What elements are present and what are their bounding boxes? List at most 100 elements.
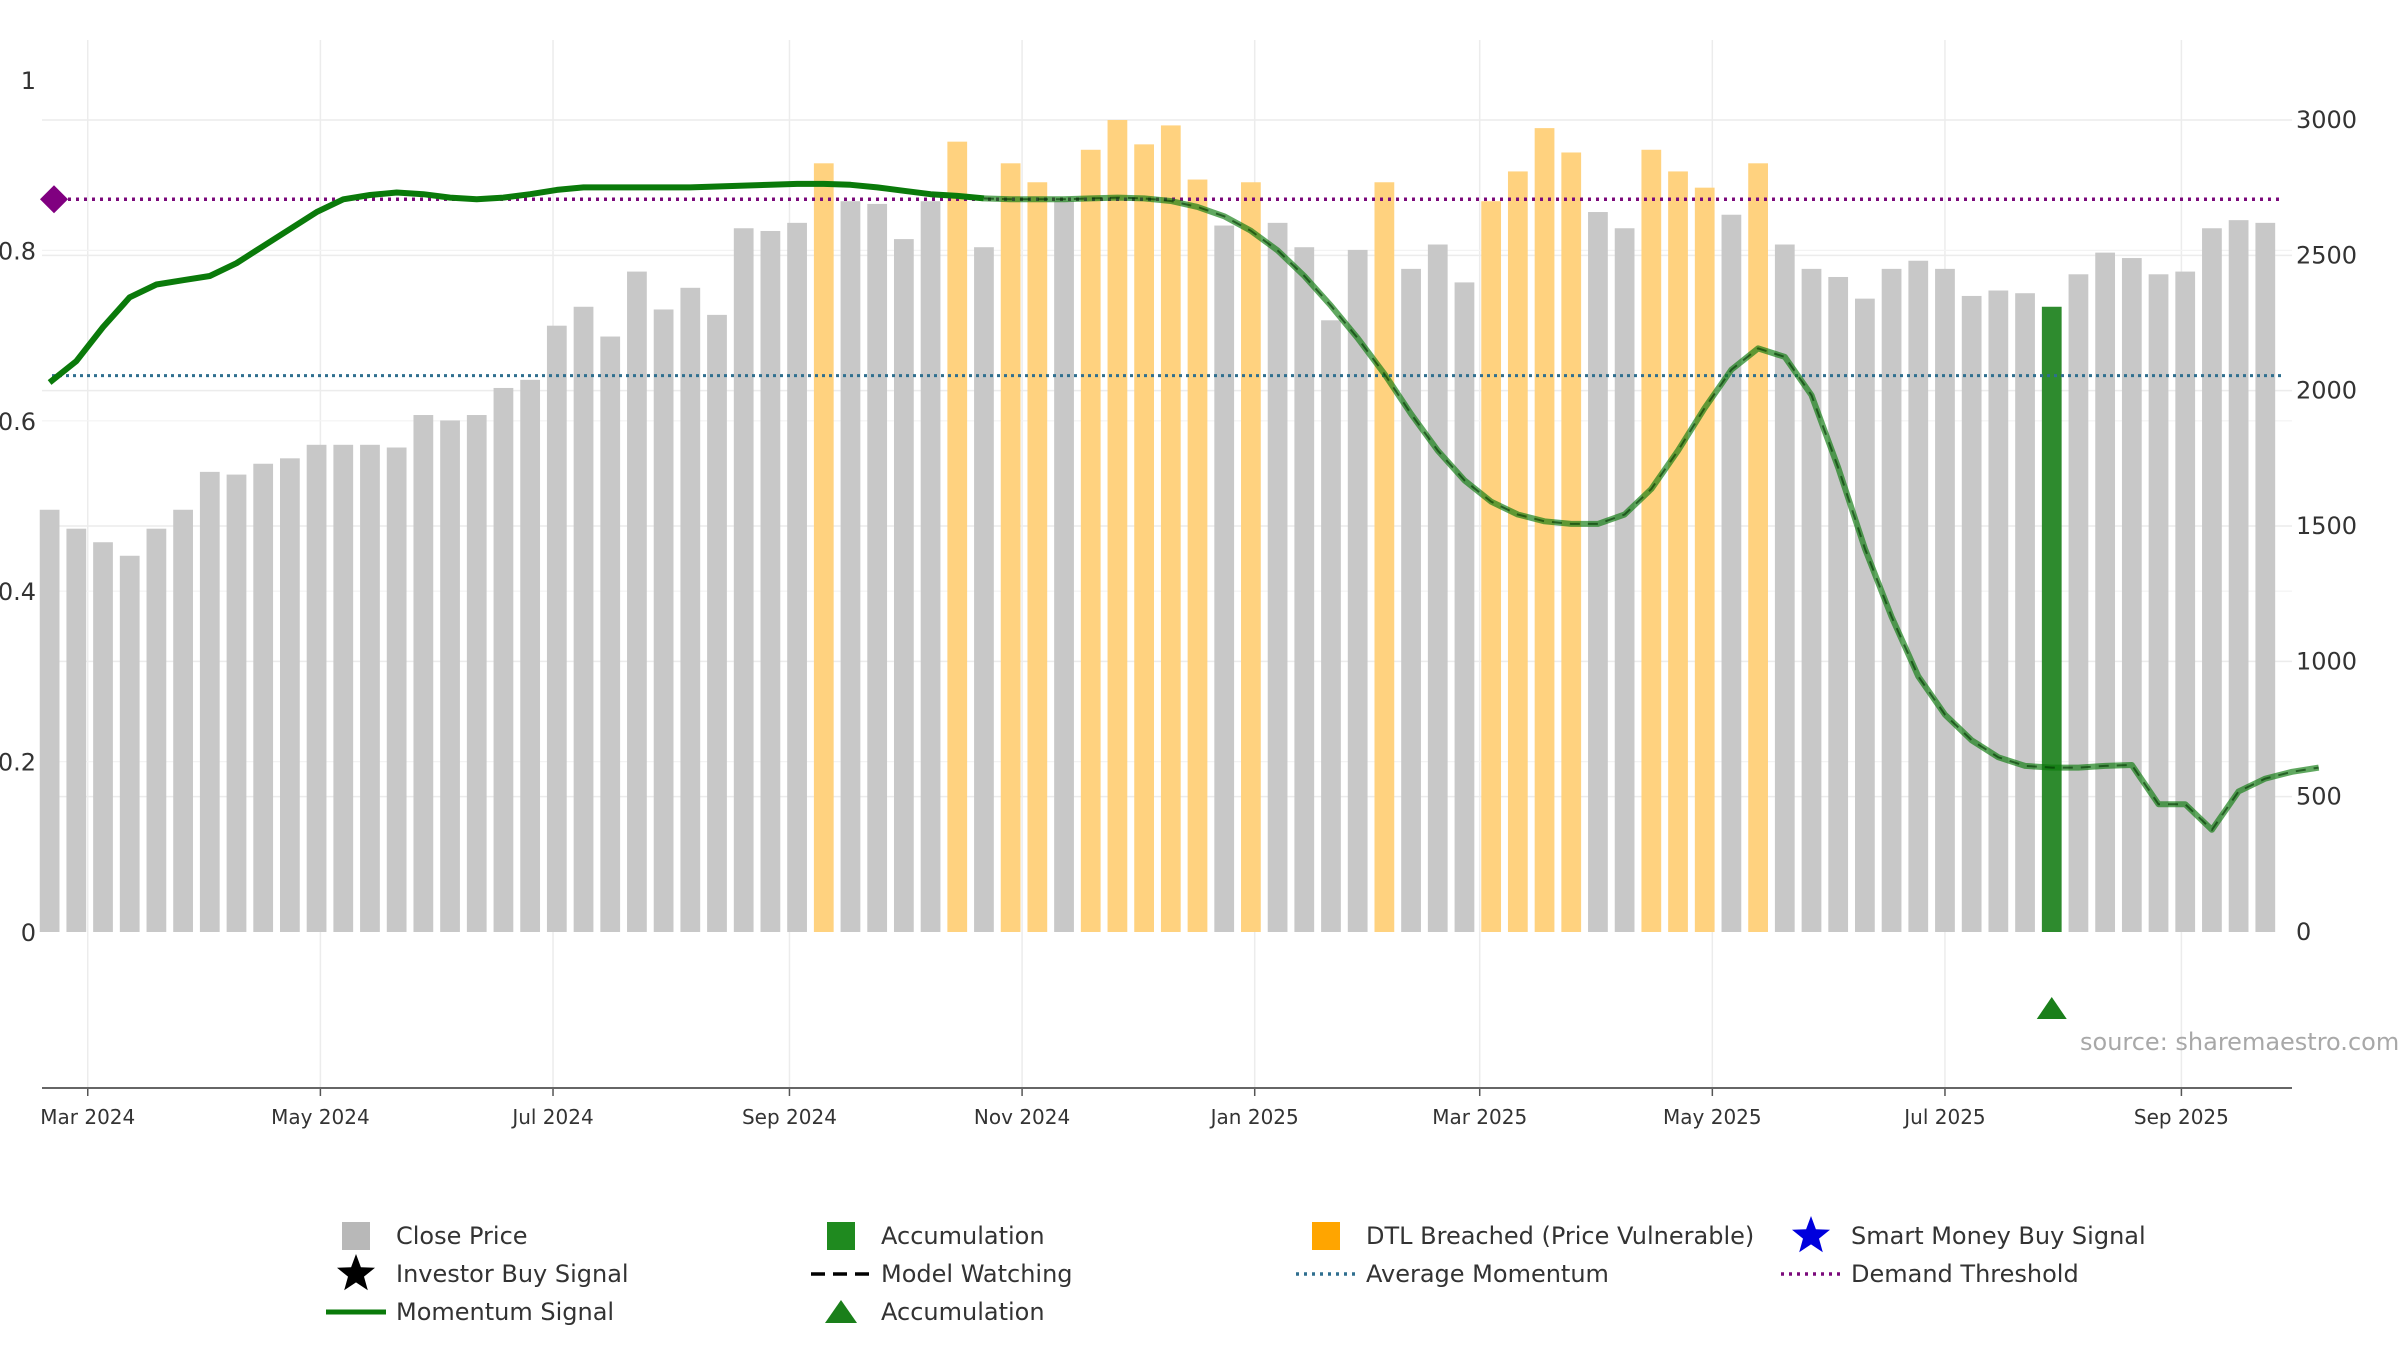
legend-label: Average Momentum	[1366, 1260, 1609, 1288]
close-price-bar	[1961, 295, 1982, 932]
dtl-breached-bar	[1027, 182, 1048, 933]
right-tick-label: 3000	[2296, 106, 2357, 134]
close-price-bar	[119, 555, 140, 932]
dtl-breached-bar	[1694, 187, 1715, 932]
close-price-bar	[2202, 228, 2222, 932]
legend-label: Momentum Signal	[396, 1298, 614, 1326]
close-price-bar	[66, 528, 87, 932]
axes: Mar 2024 May 2024 Jul 2024 Sep 2024 Nov 2024…	[0, 67, 2357, 1129]
left-tick-label: 0.2	[0, 749, 36, 777]
close-price-bar	[760, 230, 781, 932]
dtl-breached-bar	[1134, 144, 1154, 933]
legend-label: DTL Breached (Price Vulnerable)	[1366, 1222, 1754, 1250]
close-price-bar	[306, 444, 327, 932]
close-price-bar	[680, 287, 701, 932]
close-price-bar	[1908, 260, 1929, 932]
close-price-bar	[1294, 247, 1315, 933]
dtl-breached-bar	[1507, 171, 1528, 933]
close-price-bar	[199, 471, 220, 932]
close-price-bar	[386, 447, 407, 932]
x-tick-label: Nov 2024	[974, 1105, 1070, 1129]
close-price-bar	[787, 222, 807, 932]
close-price-bar	[226, 474, 247, 932]
dtl-breached-bar	[947, 141, 968, 933]
dtl-breached-bar	[1160, 125, 1181, 932]
close-price-bar	[1054, 201, 1074, 932]
close-price-bar	[333, 444, 354, 932]
close-price-bar	[2228, 220, 2249, 932]
close-price-bar	[1588, 212, 1608, 932]
close-price-bar	[413, 415, 434, 932]
dtl-breached-bar	[1080, 149, 1101, 933]
close-price-bar	[173, 509, 193, 932]
left-tick-label: 0.8	[0, 237, 36, 265]
right-tick-label: 2000	[2296, 377, 2357, 405]
close-price-bar	[974, 247, 994, 933]
left-tick-label: 0.6	[0, 408, 36, 436]
legend-label: Demand Threshold	[1851, 1260, 2079, 1288]
dtl-breached-bar	[1374, 182, 1395, 933]
legend-label: Investor Buy Signal	[396, 1260, 629, 1288]
close-price-bar	[39, 509, 60, 932]
close-price-bar	[1347, 249, 1368, 933]
right-tick-label: 2500	[2296, 241, 2357, 269]
dtl-breached-bar	[1748, 163, 1768, 933]
dtl-breached-bar	[813, 163, 834, 933]
dtl-breached-bar	[1481, 201, 1502, 932]
close-price-bar	[146, 528, 167, 932]
momentum-signal-line	[47, 180, 985, 385]
close-price-bar	[1401, 268, 1421, 932]
close-price-bar	[93, 542, 113, 932]
close-price-bar	[1267, 222, 1288, 932]
close-price-bars	[39, 120, 2276, 933]
x-tick-label: Mar 2025	[1432, 1105, 1527, 1129]
legend-star-icon	[337, 1254, 375, 1291]
close-price-bar	[920, 201, 941, 932]
close-price-bar	[440, 420, 460, 932]
accumulation-marker	[2036, 997, 2067, 1019]
close-price-bar	[1721, 214, 1742, 932]
close-price-bar	[2175, 271, 2196, 932]
close-price-bar	[2015, 293, 2035, 932]
right-tick-label: 0	[2296, 918, 2311, 946]
close-price-bar	[2121, 258, 2142, 932]
legend-label: Close Price	[396, 1222, 528, 1250]
close-price-bar	[1774, 244, 1795, 933]
legend-swatch-square	[827, 1222, 855, 1250]
close-price-bar	[1801, 268, 1822, 932]
close-price-bar	[1881, 268, 1902, 932]
close-price-bar	[280, 458, 300, 932]
close-price-bar	[627, 271, 647, 932]
legend-triangle-icon	[825, 1300, 857, 1323]
close-price-bar	[466, 415, 487, 932]
close-price-bar	[2255, 222, 2276, 932]
x-tick-label: Sep 2024	[742, 1105, 837, 1129]
close-price-bar	[493, 387, 514, 933]
close-price-bar	[1855, 298, 1875, 932]
legend-label: Smart Money Buy Signal	[1851, 1222, 2146, 1250]
close-price-bar	[867, 203, 888, 932]
close-price-bar	[1454, 282, 1475, 932]
legend-label: Accumulation	[881, 1222, 1045, 1250]
close-price-bar	[253, 463, 274, 932]
close-price-bar	[573, 306, 594, 932]
close-price-bar	[893, 239, 914, 933]
x-tick-label: Jan 2025	[1209, 1105, 1299, 1129]
accumulation-bar	[2041, 306, 2062, 932]
legend-label: Accumulation	[881, 1298, 1045, 1326]
legend-star-icon	[1792, 1216, 1830, 1253]
dtl-breached-bar	[1187, 179, 1208, 933]
dtl-breached-bar	[1561, 152, 1582, 933]
model-watching-line	[983, 196, 2319, 832]
momentum-signal	[47, 180, 2320, 833]
close-price-bar	[1427, 244, 1448, 933]
close-price-bar	[2148, 274, 2169, 932]
close-price-bar	[733, 228, 754, 932]
signal-markers	[2036, 997, 2067, 1019]
source-annotation: source: sharemaestro.com	[2080, 1028, 2399, 1056]
dtl-breached-bar	[1000, 163, 1021, 933]
close-price-bar	[707, 314, 727, 932]
dtl-breached-bar	[1241, 182, 1261, 933]
